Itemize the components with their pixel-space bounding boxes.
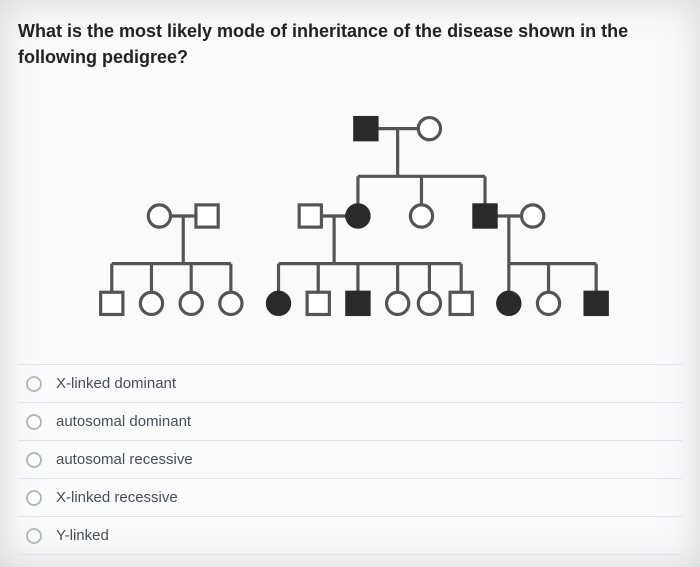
pedigree-container — [18, 96, 682, 336]
option-2[interactable]: autosomal recessive — [18, 441, 682, 479]
option-1[interactable]: autosomal dominant — [18, 403, 682, 441]
answer-options: X-linked dominant autosomal dominant autos… — [18, 364, 682, 555]
radio-icon — [26, 490, 42, 506]
option-label: autosomal dominant — [56, 413, 191, 430]
radio-icon — [26, 528, 42, 544]
radio-icon — [26, 452, 42, 468]
radio-icon — [26, 414, 42, 430]
pedigree-diagram — [80, 96, 620, 336]
option-label: X-linked recessive — [56, 489, 178, 506]
quiz-card: What is the most likely mode of inherita… — [0, 0, 700, 567]
option-label: autosomal recessive — [56, 451, 193, 468]
option-3[interactable]: X-linked recessive — [18, 479, 682, 517]
option-label: X-linked dominant — [56, 375, 176, 392]
option-label: Y-linked — [56, 527, 109, 544]
radio-icon — [26, 376, 42, 392]
option-0[interactable]: X-linked dominant — [18, 365, 682, 403]
question-text: What is the most likely mode of inherita… — [18, 18, 682, 70]
option-4[interactable]: Y-linked — [18, 517, 682, 555]
